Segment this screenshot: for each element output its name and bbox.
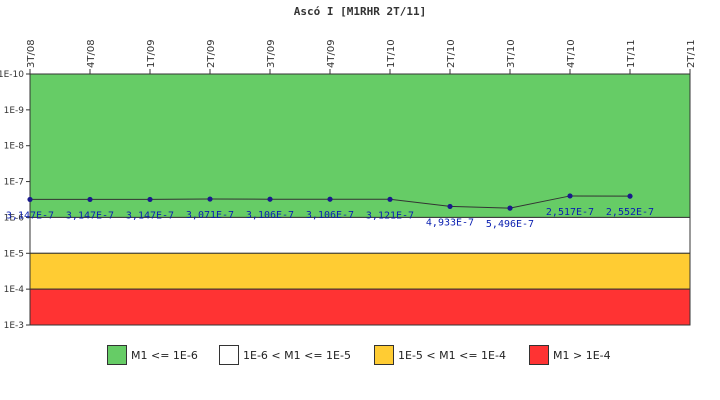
legend-item: M1 <= 1E-6: [107, 344, 198, 366]
y-tick-label: 1E-4: [4, 285, 25, 295]
data-point: [567, 193, 573, 199]
x-tick-label: 2T/09: [206, 39, 217, 68]
legend-item: 1E-5 < M1 <= 1E-4: [374, 344, 506, 366]
chart-title: Ascó I [M1RHR 2T/11]: [294, 5, 426, 18]
data-point: [627, 193, 633, 199]
legend: M1 <= 1E-6 1E-6 < M1 <= 1E-5 1E-5 < M1 <= …: [0, 344, 720, 368]
data-label: 4,933E-7: [426, 217, 474, 228]
data-point: [27, 196, 33, 203]
legend-label: 1E-6 < M1 <= 1E-5: [243, 348, 351, 362]
x-tick-label: 3T/08: [26, 39, 37, 68]
x-tick-label: 1T/11: [626, 39, 637, 68]
legend-label: M1 > 1E-4: [553, 348, 611, 362]
data-point: [387, 196, 393, 202]
x-tick-label: 4T/10: [566, 39, 577, 68]
y-tick-label: 1E-3: [4, 321, 24, 331]
legend-swatch: [219, 345, 239, 365]
y-tick-label: 1E-9: [4, 106, 25, 116]
axes: 1E-10 1E-9 1E-8 1E-7 1E-6 1E-5 1E-4 1E-3 3T/08 4T…: [0, 39, 697, 331]
data-point: [327, 196, 333, 202]
legend-item: 1E-6 < M1 <= 1E-5: [219, 344, 351, 366]
data-point: [207, 196, 213, 202]
data-point: [147, 196, 153, 203]
band-3: [29, 288, 691, 326]
band-0: [29, 73, 691, 218]
data-point: [87, 196, 93, 203]
band-2: [29, 252, 691, 290]
legend-label: M1 <= 1E-6: [131, 348, 198, 362]
data-label: 3,121E-7: [366, 210, 414, 221]
x-tick-label: 4T/08: [86, 39, 97, 68]
x-tick-label: 2T/11: [686, 39, 697, 68]
data-label: 5,496E-7: [486, 219, 534, 230]
data-label: 3,106E-7: [306, 210, 354, 221]
data-label: 3,071E-7: [186, 210, 234, 221]
data-point: [447, 203, 453, 210]
band-1: [29, 216, 691, 254]
data-label: 3,147E-7: [126, 210, 174, 221]
y-tick-label: 1E-7: [4, 178, 24, 188]
data-label: 3,147E-7: [66, 210, 114, 221]
x-tick-label: 1T/10: [386, 39, 397, 68]
series-line: [27, 193, 633, 211]
x-tick-label: 1T/09: [146, 39, 157, 68]
data-label: 3,106E-7: [246, 210, 294, 221]
data-point: [507, 205, 513, 211]
legend-swatch: [374, 345, 394, 365]
y-tick-label: 1E-8: [4, 142, 25, 152]
x-tick-label: 4T/09: [326, 39, 337, 68]
data-label: 3,147E-7: [6, 210, 54, 221]
risk-bands: [29, 73, 691, 326]
legend-label: 1E-5 < M1 <= 1E-4: [398, 348, 506, 362]
data-labels: 3,147E-7 3,147E-7 3,147E-7 3,071E-7 3,106E-7…: [6, 207, 654, 230]
y-tick-label: 1E-10: [0, 70, 24, 80]
data-point: [267, 196, 273, 202]
y-tick-label: 1E-6: [4, 213, 25, 223]
data-label: 2,517E-7: [546, 207, 594, 218]
x-tick-label: 3T/09: [266, 39, 277, 68]
legend-swatch: [107, 345, 127, 365]
legend-item: M1 > 1E-4: [529, 344, 611, 366]
x-tick-label: 3T/10: [506, 39, 517, 68]
data-label: 2,552E-7: [606, 207, 654, 218]
legend-swatch: [529, 345, 549, 365]
x-tick-label: 2T/10: [446, 39, 457, 68]
y-tick-label: 1E-5: [4, 249, 24, 259]
